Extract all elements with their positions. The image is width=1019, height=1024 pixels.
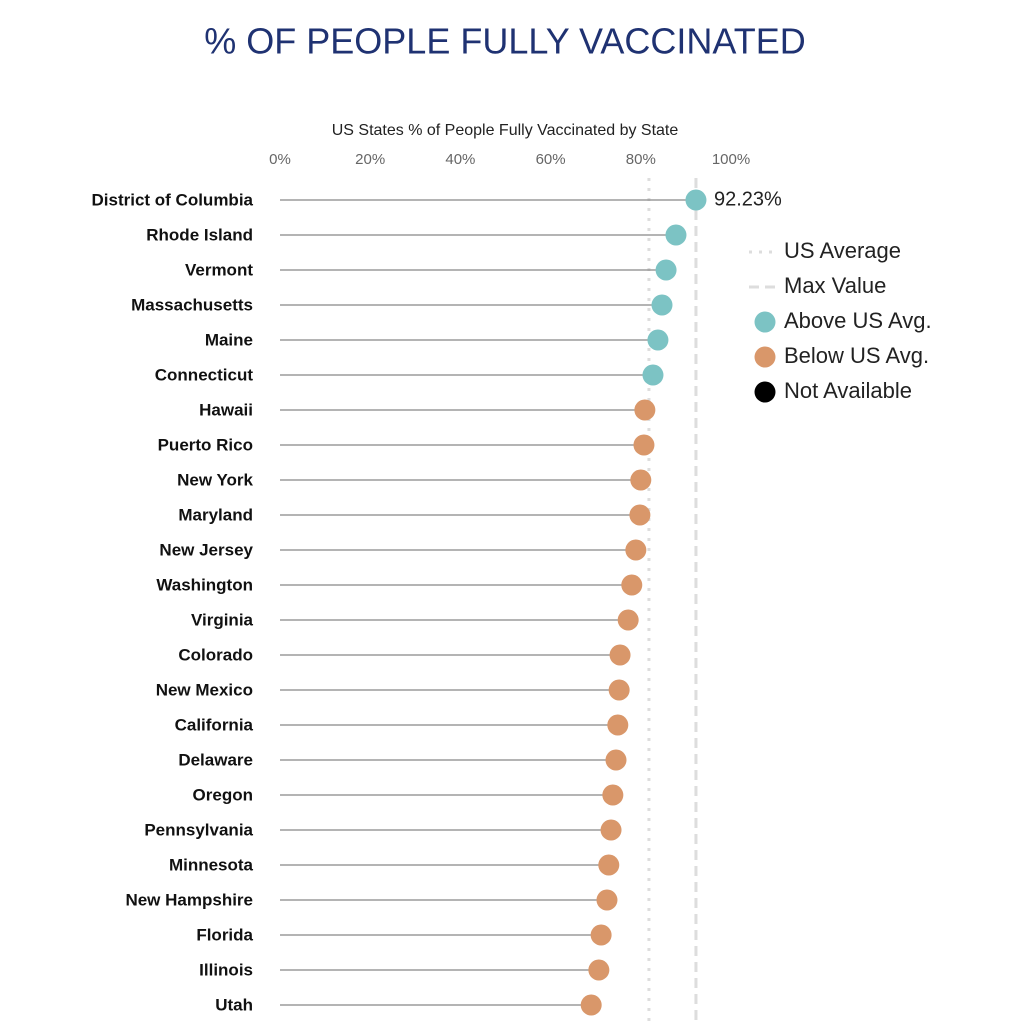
category-label: Minnesota (169, 855, 254, 874)
value-label: 92.23% (714, 188, 782, 210)
dot (647, 329, 669, 351)
category-label: New Hampshire (125, 890, 253, 909)
category-label: Massachusetts (131, 295, 253, 314)
category-label: Rhode Island (146, 225, 253, 244)
dot (605, 749, 627, 771)
x-tick-label: 20% (355, 151, 385, 168)
dot (621, 574, 643, 596)
dot (590, 924, 612, 946)
x-tick-label: 60% (536, 151, 566, 168)
dot (655, 259, 677, 281)
category-label: Connecticut (155, 365, 254, 384)
dot (596, 889, 618, 911)
category-label: Virginia (191, 610, 254, 629)
dot (600, 819, 622, 841)
dot (630, 469, 652, 491)
legend-label: Above US Avg. (784, 308, 932, 333)
category-label: Vermont (185, 260, 253, 279)
dot (580, 994, 602, 1016)
dot (665, 224, 687, 246)
legend-label: Below US Avg. (784, 343, 929, 368)
dot (625, 539, 647, 561)
category-label: New Mexico (156, 680, 253, 699)
dot (588, 959, 610, 981)
category-label: Utah (215, 995, 253, 1014)
category-label: Puerto Rico (158, 435, 253, 454)
legend-label: US Average (784, 238, 901, 263)
legend-label: Not Available (784, 378, 912, 403)
chart-title: % OF PEOPLE FULLY VACCINATED (204, 21, 806, 62)
dot (633, 434, 655, 456)
category-label: Oregon (193, 785, 253, 804)
category-label: District of Columbia (91, 190, 253, 209)
category-label: Pennsylvania (144, 820, 253, 839)
category-label: California (175, 715, 254, 734)
category-label: Maine (205, 330, 253, 349)
x-tick-label: 0% (269, 151, 291, 168)
category-label: Delaware (178, 750, 253, 769)
legend-swatch (754, 381, 776, 403)
category-label: Florida (196, 925, 253, 944)
legend-label: Max Value (784, 273, 886, 298)
dot (598, 854, 620, 876)
dot (685, 189, 707, 211)
category-label: Colorado (178, 645, 253, 664)
chart-subtitle: US States % of People Fully Vaccinated b… (332, 122, 679, 139)
category-label: Maryland (178, 505, 253, 524)
dot (608, 679, 630, 701)
category-label: Illinois (199, 960, 253, 979)
category-label: Washington (156, 575, 253, 594)
dot (642, 364, 664, 386)
dot (609, 644, 631, 666)
category-label: New York (177, 470, 253, 489)
x-tick-label: 80% (626, 151, 656, 168)
dot (617, 609, 639, 631)
dot (634, 399, 656, 421)
category-label: Hawaii (199, 400, 253, 419)
dot (607, 714, 629, 736)
legend-swatch (754, 346, 776, 368)
dot (651, 294, 673, 316)
category-label: New Jersey (159, 540, 253, 559)
x-tick-label: 100% (712, 151, 750, 168)
dot (602, 784, 624, 806)
dot (629, 504, 651, 526)
x-tick-label: 40% (445, 151, 475, 168)
legend-swatch (754, 311, 776, 333)
